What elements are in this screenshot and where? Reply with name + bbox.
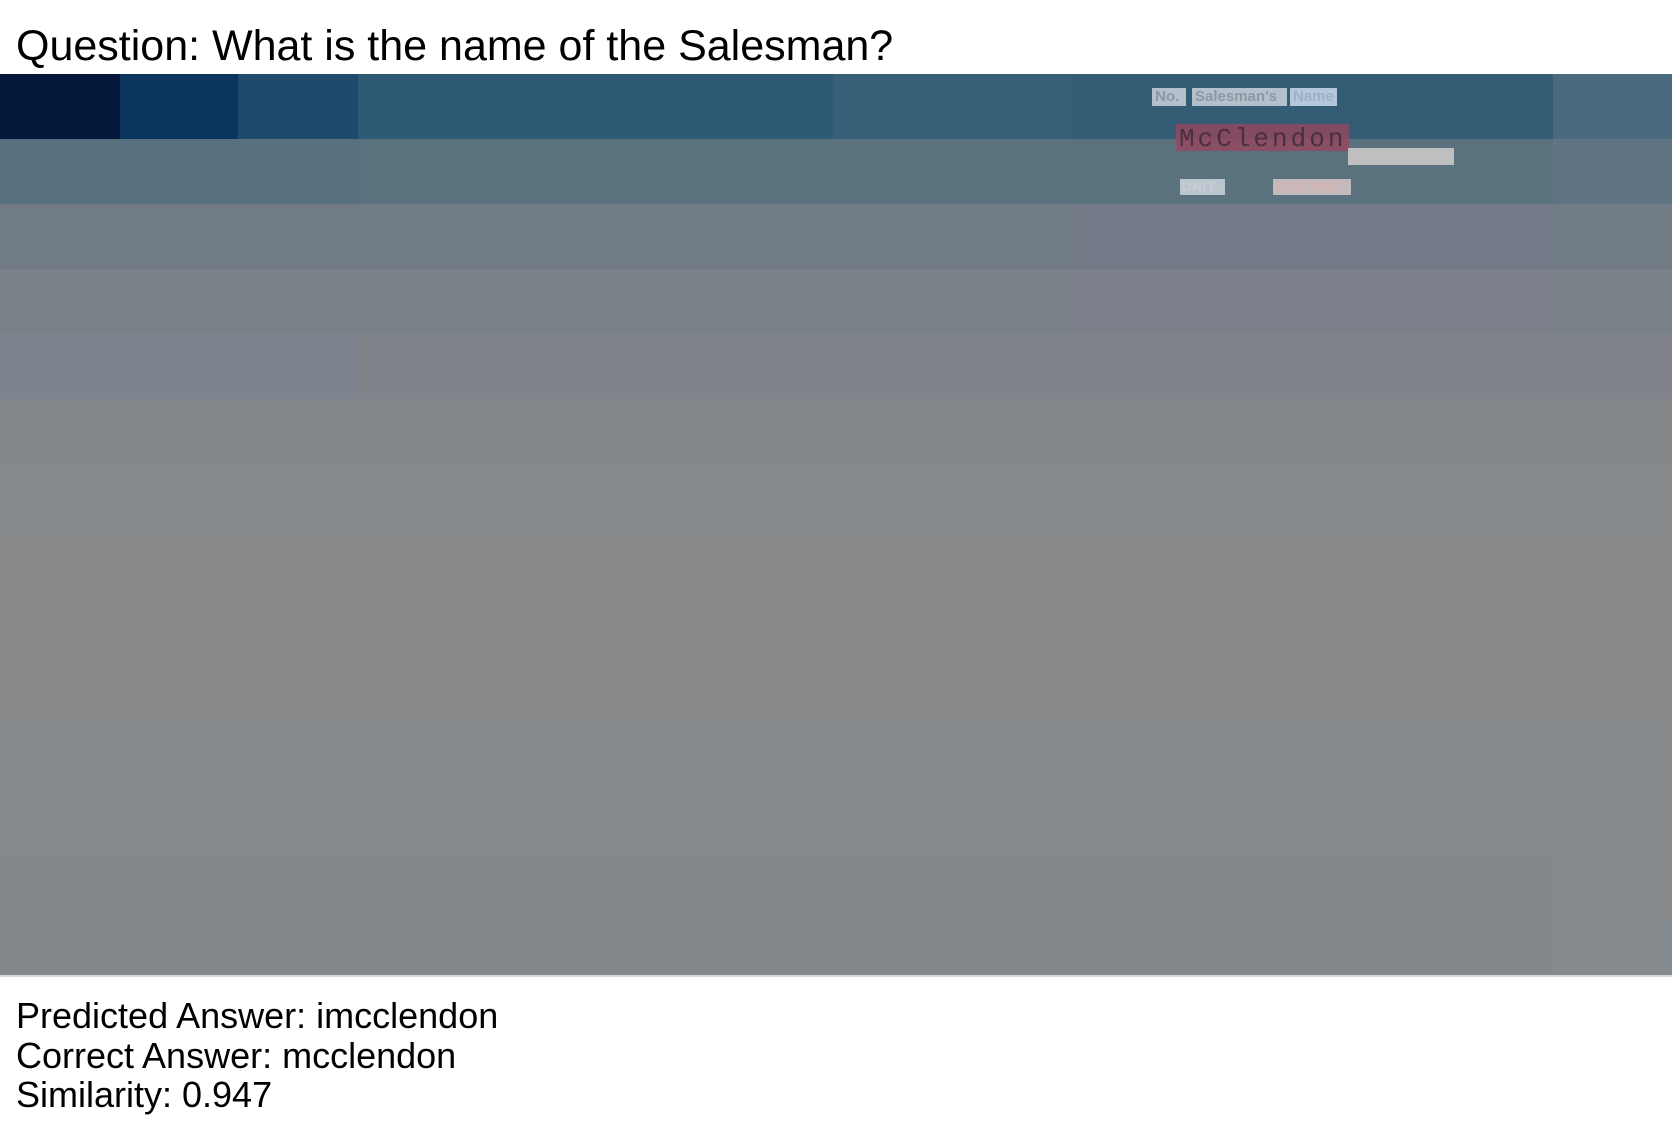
heatmap-cell <box>358 74 833 139</box>
heatmap-band <box>0 74 1672 139</box>
heatmap-cell <box>833 74 1073 139</box>
heatmap-cell <box>1553 139 1672 204</box>
heatmap-cell <box>1073 269 1553 334</box>
heatmap-cell <box>0 139 238 204</box>
salesman-name-highlight: McClendon <box>1176 124 1350 152</box>
divider <box>0 975 1672 977</box>
heatmap-cell <box>1553 74 1672 139</box>
heatmap-band <box>0 919 1672 975</box>
heatmap-cell <box>238 74 358 139</box>
heatmap-band <box>0 789 1672 854</box>
heatmap-cell <box>0 334 358 399</box>
column-label-selling: SELLING <box>1273 179 1351 195</box>
document-attention-visualization: No. Salesman's Name McClendon UNIT SELLI… <box>0 74 1672 975</box>
heatmap-band <box>0 724 1672 789</box>
correct-answer: Correct Answer: mcclendon <box>16 1035 457 1076</box>
heatmap-band <box>0 204 1672 269</box>
header-field-salesmans: Salesman's <box>1192 88 1287 106</box>
heatmap-cell <box>1553 919 1672 975</box>
heatmap-band <box>0 529 1672 594</box>
heatmap-cell <box>0 74 120 139</box>
heatmap-band <box>0 594 1672 659</box>
heatmap-band <box>0 659 1672 724</box>
heatmap-band <box>0 464 1672 529</box>
header-field-name: Name <box>1290 88 1337 106</box>
heatmap-band <box>0 334 1672 399</box>
column-label-unit: UNIT <box>1180 179 1225 195</box>
predicted-answer: Predicted Answer: imcclendon <box>16 995 499 1036</box>
heatmap-cell <box>238 139 358 204</box>
heatmap-cell <box>120 74 238 139</box>
question-text: Question: What is the name of the Salesm… <box>16 22 894 70</box>
heatmap-cell <box>1553 854 1672 919</box>
heatmap-band <box>0 269 1672 334</box>
heatmap-cell <box>1073 204 1553 269</box>
header-field-no: No. <box>1152 88 1186 106</box>
similarity-score: Similarity: 0.947 <box>16 1074 273 1115</box>
heatmap-band <box>0 854 1672 919</box>
heatmap-band <box>0 399 1672 464</box>
redaction-bar <box>1348 148 1454 165</box>
